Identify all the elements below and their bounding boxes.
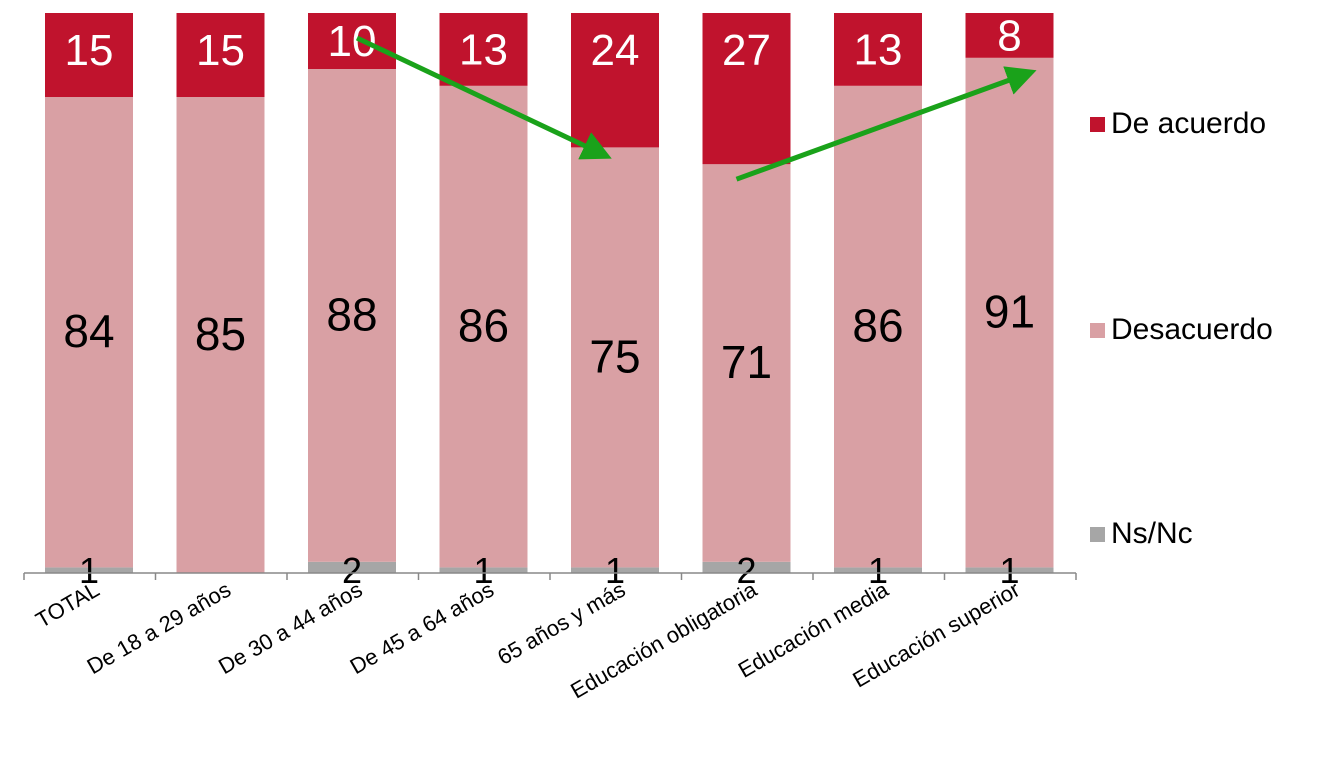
trend-arrow-2 bbox=[735, 66, 1037, 182]
data-label-ns-nc-educacion-superior: 1 bbox=[999, 550, 1019, 591]
legend-label-desacuerdo: Desacuerdo bbox=[1111, 313, 1273, 346]
bar-segment-ns-nc-educacion-superior bbox=[965, 567, 1054, 573]
data-label-ns-nc-de-30-a-44-anos: 2 bbox=[342, 550, 362, 591]
data-label-desacuerdo-de-30-a-44-anos: 88 bbox=[326, 288, 377, 340]
legend-swatch-de-acuerdo bbox=[1090, 116, 1105, 132]
x-tick-label-de-45-a-64-anos: De 45 a 64 años bbox=[346, 577, 498, 679]
bar-segment-de-acuerdo-educacion-superior bbox=[965, 13, 1054, 58]
data-label-desacuerdo-educacion-superior: 91 bbox=[984, 286, 1035, 338]
bar-segment-ns-nc-de-45-a-64-anos bbox=[439, 567, 528, 573]
data-label-de-acuerdo-educacion-obligatoria: 27 bbox=[722, 26, 771, 75]
legend-item-desacuerdo: Desacuerdo bbox=[1090, 313, 1273, 347]
data-label-ns-nc-educacion-obligatoria: 2 bbox=[736, 550, 756, 591]
bar-segment-desacuerdo-de-30-a-44-anos bbox=[308, 69, 396, 562]
data-label-desacuerdo-educacion-media: 86 bbox=[852, 300, 903, 352]
data-label-desacuerdo-educacion-obligatoria: 71 bbox=[721, 336, 772, 388]
trend-arrow-1 bbox=[355, 35, 612, 160]
legend-label-ns-nc: Ns/Nc bbox=[1111, 517, 1193, 550]
bar-segment-de-acuerdo-de-18-a-29-anos bbox=[176, 13, 265, 97]
x-tick-label-total: TOTAL bbox=[31, 577, 103, 633]
bar-segment-de-acuerdo-de-45-a-64-anos bbox=[439, 13, 528, 86]
bar-segment-ns-nc-65-anos-y-mas bbox=[571, 567, 659, 573]
legend: De acuerdo Desacuerdo Ns/Nc bbox=[1090, 0, 1320, 764]
x-tick-label-65-anos-y-mas: 65 años y más bbox=[493, 577, 629, 670]
bar-segment-ns-nc-educacion-obligatoria bbox=[702, 561, 791, 573]
bar-segment-desacuerdo-educacion-obligatoria bbox=[702, 164, 791, 562]
bar-segment-de-acuerdo-educacion-media bbox=[834, 13, 922, 86]
bar-segment-desacuerdo-total bbox=[45, 97, 133, 568]
legend-label-de-acuerdo: De acuerdo bbox=[1111, 107, 1267, 140]
legend-item-de-acuerdo: De acuerdo bbox=[1090, 107, 1266, 141]
data-label-de-acuerdo-de-45-a-64-anos: 13 bbox=[459, 25, 508, 74]
bar-segment-de-acuerdo-65-anos-y-mas bbox=[571, 13, 659, 148]
bar-segment-ns-nc-de-30-a-44-anos bbox=[308, 561, 396, 573]
legend-swatch-desacuerdo bbox=[1090, 322, 1105, 338]
data-label-ns-nc-total: 1 bbox=[79, 550, 99, 591]
bar-segment-ns-nc-educacion-media bbox=[834, 567, 922, 573]
data-label-desacuerdo-de-45-a-64-anos: 86 bbox=[458, 300, 509, 352]
bar-segment-de-acuerdo-educacion-obligatoria bbox=[702, 13, 791, 165]
bar-segment-ns-nc-total bbox=[45, 567, 133, 573]
x-tick-label-de-18-a-29-anos: De 18 a 29 años bbox=[83, 577, 235, 679]
data-label-desacuerdo-total: 84 bbox=[63, 305, 114, 357]
bar-segment-desacuerdo-educacion-media bbox=[834, 85, 922, 568]
data-label-de-acuerdo-educacion-media: 13 bbox=[854, 25, 903, 74]
data-label-desacuerdo-65-anos-y-mas: 75 bbox=[589, 330, 640, 382]
data-label-de-acuerdo-65-anos-y-mas: 24 bbox=[591, 26, 640, 75]
bar-segment-desacuerdo-de-45-a-64-anos bbox=[439, 85, 528, 568]
data-label-ns-nc-educacion-media: 1 bbox=[868, 550, 888, 591]
legend-swatch-ns-nc bbox=[1090, 526, 1105, 542]
data-label-ns-nc-de-45-a-64-anos: 1 bbox=[473, 550, 493, 591]
data-label-de-acuerdo-de-18-a-29-anos: 15 bbox=[196, 26, 245, 75]
bars-layer bbox=[45, 13, 1054, 573]
data-label-ns-nc-65-anos-y-mas: 1 bbox=[605, 550, 625, 591]
bar-segment-desacuerdo-65-anos-y-mas bbox=[571, 147, 659, 568]
data-label-desacuerdo-de-18-a-29-anos: 85 bbox=[195, 308, 246, 360]
trend-arrows bbox=[355, 35, 1037, 182]
data-label-de-acuerdo-educacion-superior: 8 bbox=[997, 11, 1021, 60]
bar-segment-desacuerdo-educacion-superior bbox=[965, 57, 1054, 568]
legend-item-ns-nc: Ns/Nc bbox=[1090, 517, 1193, 551]
data-label-de-acuerdo-total: 15 bbox=[65, 26, 114, 75]
bar-segment-de-acuerdo-de-30-a-44-anos bbox=[308, 13, 396, 69]
bar-segment-de-acuerdo-total bbox=[45, 13, 133, 97]
bar-segment-desacuerdo-de-18-a-29-anos bbox=[176, 97, 265, 573]
x-tick-label-de-30-a-44-anos: De 30 a 44 años bbox=[214, 577, 366, 679]
